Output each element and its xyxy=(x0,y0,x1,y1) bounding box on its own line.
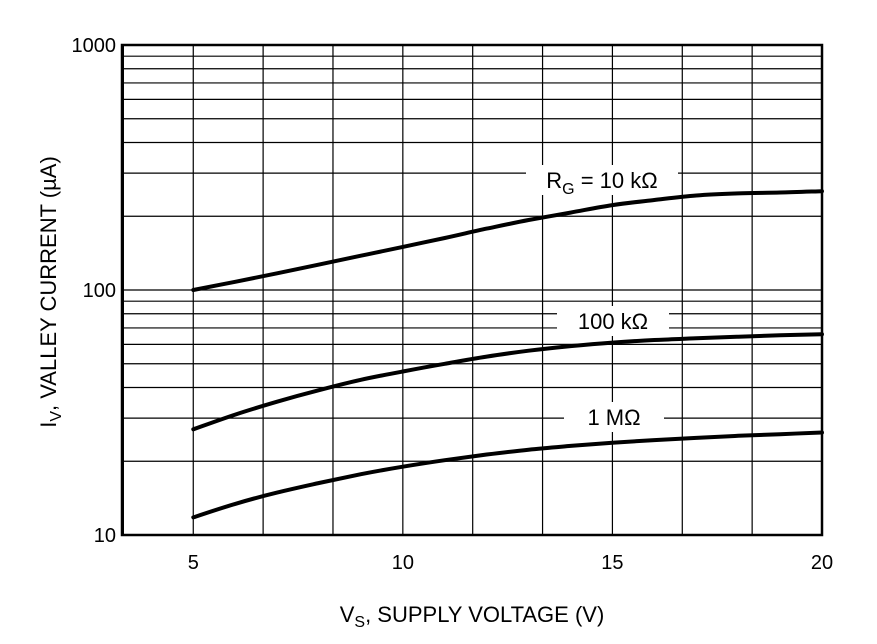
y-axis-label-rest: , VALLEY CURRENT (µA) xyxy=(36,156,61,411)
x-tick-label: 5 xyxy=(188,552,199,574)
x-tick-label: 10 xyxy=(392,552,414,574)
grid-lines xyxy=(122,45,823,536)
curve-labels: RG = 10 kΩ 100 kΩ 1 MΩ xyxy=(526,165,678,432)
plot-frame xyxy=(120,43,824,537)
x-axis-label-sub: S xyxy=(354,614,365,631)
x-axis-label-main: V xyxy=(340,602,355,627)
curve-label-bg xyxy=(526,165,678,195)
x-tick-label: 15 xyxy=(601,552,623,574)
y-axis-label: IV, VALLEY CURRENT (µA) xyxy=(36,156,65,428)
curve-rg-100k xyxy=(191,332,824,432)
y-tick-label: 1000 xyxy=(72,35,117,57)
y-axis-label-sub: V xyxy=(48,411,65,422)
curve-label: RG = 10 kΩ xyxy=(546,168,657,198)
y-axis-label-main: I xyxy=(36,422,61,428)
curves xyxy=(191,189,824,520)
tick-labels: 5 10 15 20 10 100 1000 xyxy=(72,35,834,574)
x-axis-label-rest: , SUPPLY VOLTAGE (V) xyxy=(365,602,604,627)
x-tick-label: 20 xyxy=(811,552,833,574)
curve-label-bg xyxy=(564,402,664,432)
y-tick-label: 100 xyxy=(83,280,116,302)
curve-label: 1 MΩ xyxy=(587,405,640,430)
curve-rg-1m xyxy=(191,430,824,520)
curve-label-bg xyxy=(557,306,669,336)
curve-rg-10k xyxy=(191,189,824,292)
curve-label: 100 kΩ xyxy=(578,309,648,334)
x-axis-label: VS, SUPPLY VOLTAGE (V) xyxy=(340,602,605,631)
y-tick-label: 10 xyxy=(94,525,116,547)
